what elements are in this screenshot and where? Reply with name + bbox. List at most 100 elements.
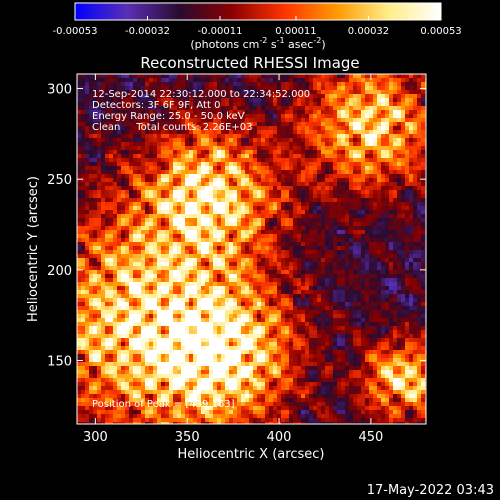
heatmap-cell	[133, 406, 137, 410]
heatmap-cell	[149, 218, 153, 222]
heatmap-cell	[221, 198, 225, 202]
heatmap-cell	[277, 150, 281, 154]
heatmap-cell	[117, 222, 121, 226]
heatmap-cell	[213, 94, 217, 98]
heatmap-cell	[241, 386, 245, 390]
heatmap-cell	[177, 366, 181, 370]
heatmap-cell	[261, 270, 265, 274]
heatmap-cell	[145, 118, 149, 122]
heatmap-cell	[85, 274, 89, 278]
heatmap-cell	[181, 242, 185, 246]
heatmap-cell	[265, 158, 269, 162]
heatmap-cell	[193, 366, 197, 370]
heatmap-cell	[105, 410, 109, 414]
heatmap-cell	[133, 238, 137, 242]
heatmap-cell	[237, 318, 241, 322]
heatmap-cell	[165, 194, 169, 198]
heatmap-cell	[285, 94, 289, 98]
heatmap-cell	[261, 222, 265, 226]
heatmap-cell	[221, 414, 225, 418]
heatmap-cell	[81, 398, 85, 402]
heatmap-cell	[121, 342, 125, 346]
heatmap-cell	[157, 394, 161, 398]
heatmap-cell	[289, 270, 293, 274]
heatmap-cell	[229, 294, 233, 298]
heatmap-cell	[161, 106, 165, 110]
heatmap-cell	[169, 358, 173, 362]
heatmap-cell	[297, 382, 301, 386]
heatmap-cell	[97, 110, 101, 114]
heatmap-cell	[149, 402, 153, 406]
heatmap-cell	[217, 370, 221, 374]
heatmap-cell	[189, 310, 193, 314]
heatmap-cell	[117, 150, 121, 154]
heatmap-cell	[173, 270, 177, 274]
heatmap-cell	[213, 350, 217, 354]
heatmap-cell	[185, 354, 189, 358]
heatmap-cell	[197, 170, 201, 174]
heatmap-cell	[189, 250, 193, 254]
heatmap-cell	[281, 106, 285, 110]
heatmap-cell	[233, 186, 237, 190]
heatmap-cell	[81, 170, 85, 174]
heatmap-cell	[173, 346, 177, 350]
heatmap-cell	[297, 178, 301, 182]
heatmap-cell	[161, 398, 165, 402]
heatmap-cell	[281, 142, 285, 146]
heatmap-cell	[125, 254, 129, 258]
heatmap-cell	[81, 402, 85, 406]
heatmap-cell	[129, 238, 133, 242]
heatmap-cell	[105, 278, 109, 282]
heatmap-cell	[89, 334, 93, 338]
heatmap-cell	[209, 366, 213, 370]
heatmap-cell	[145, 314, 149, 318]
heatmap-cell	[165, 90, 169, 94]
heatmap-cell	[209, 174, 213, 178]
heatmap-cell	[197, 194, 201, 198]
heatmap-cell	[149, 354, 153, 358]
heatmap-cell	[141, 86, 145, 90]
heatmap-cell	[133, 306, 137, 310]
heatmap-cell	[297, 138, 301, 142]
heatmap-cell	[113, 362, 117, 366]
heatmap-cell	[233, 214, 237, 218]
heatmap-cell	[93, 234, 97, 238]
heatmap-cell	[293, 186, 297, 190]
heatmap-cell	[133, 382, 137, 386]
heatmap-cell	[289, 330, 293, 334]
heatmap-cell	[257, 274, 261, 278]
heatmap-cell	[281, 386, 285, 390]
heatmap-cell	[77, 242, 81, 246]
heatmap-cell	[149, 246, 153, 250]
heatmap-cell	[141, 326, 145, 330]
heatmap-cell	[105, 170, 109, 174]
heatmap-cell	[153, 82, 157, 86]
heatmap-cell	[185, 318, 189, 322]
heatmap-cell	[221, 386, 225, 390]
heatmap-cell	[233, 274, 237, 278]
heatmap-cell	[297, 282, 301, 286]
heatmap-cell	[285, 326, 289, 330]
heatmap-cell	[117, 210, 121, 214]
heatmap-cell	[201, 122, 205, 126]
heatmap-cell	[281, 110, 285, 114]
heatmap-cell	[277, 118, 281, 122]
heatmap-cell	[165, 234, 169, 238]
heatmap-cell	[113, 210, 117, 214]
heatmap-cell	[281, 114, 285, 118]
heatmap-cell	[253, 362, 257, 366]
heatmap-cell	[181, 302, 185, 306]
heatmap-cell	[109, 374, 113, 378]
heatmap-cell	[81, 226, 85, 230]
heatmap-cell	[281, 370, 285, 374]
heatmap-cell	[157, 242, 161, 246]
heatmap-cell	[81, 278, 85, 282]
heatmap-cell	[169, 82, 173, 86]
heatmap-cell	[185, 258, 189, 262]
heatmap-cell	[209, 146, 213, 150]
heatmap-cell	[125, 386, 129, 390]
heatmap-cell	[229, 406, 233, 410]
heatmap-cell	[77, 266, 81, 270]
heatmap-cell	[297, 214, 301, 218]
heatmap-cell	[129, 106, 133, 110]
